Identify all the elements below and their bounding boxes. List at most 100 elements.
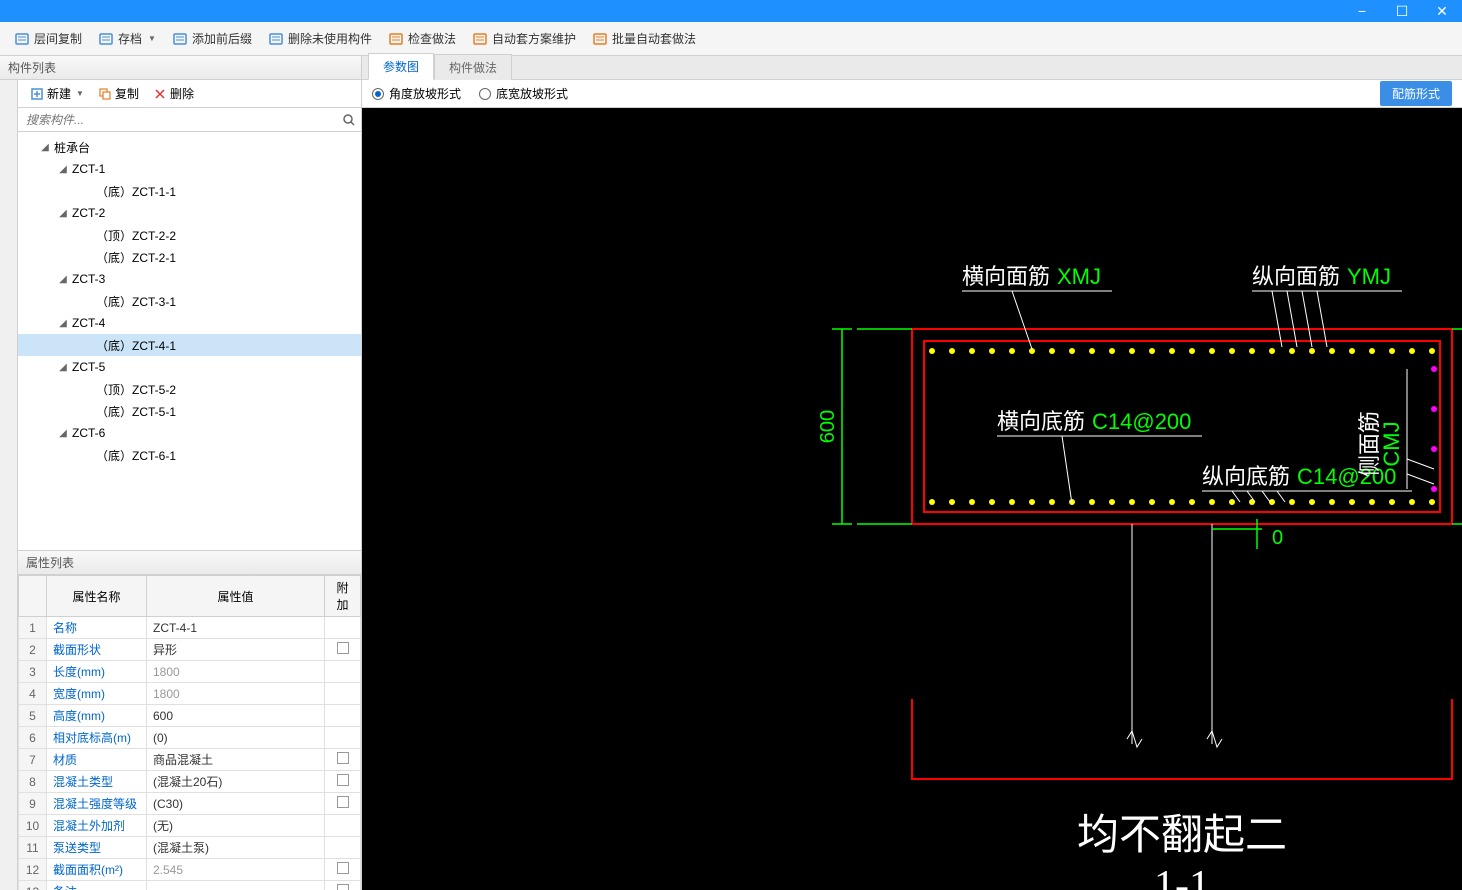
property-value[interactable]: ZCT-4-1	[147, 617, 325, 639]
property-row[interactable]: 12截面面积(m²)2.545	[19, 859, 361, 881]
svg-text:XMJ: XMJ	[1057, 264, 1101, 289]
row-number: 13	[19, 881, 47, 890]
tab-component-method[interactable]: 构件做法	[434, 54, 512, 80]
toolbar-添加前后缀[interactable]: 添加前后缀	[166, 27, 258, 50]
tree-item-（底）ZCT-2-1[interactable]: （底）ZCT-2-1	[18, 246, 361, 268]
svg-text:C14@200: C14@200	[1092, 409, 1191, 434]
property-row[interactable]: 11泵送类型(混凝土泵)	[19, 837, 361, 859]
tree-item-（底）ZCT-4-1[interactable]: （底）ZCT-4-1	[18, 334, 361, 356]
radio-icon	[479, 88, 491, 100]
property-extra	[325, 617, 361, 639]
copy-button[interactable]: 复制	[92, 83, 145, 104]
property-value[interactable]: 异形	[147, 639, 325, 661]
property-value[interactable]: (0)	[147, 727, 325, 749]
property-extra	[325, 815, 361, 837]
svg-text:横向底筋: 横向底筋	[997, 409, 1085, 434]
tree-group-ZCT-5[interactable]: ◢ZCT-5	[18, 356, 361, 378]
property-name: 泵送类型	[47, 837, 147, 859]
checkbox-icon[interactable]	[337, 642, 349, 654]
tree-group-ZCT-4[interactable]: ◢ZCT-4	[18, 312, 361, 334]
checkbox-icon[interactable]	[337, 752, 349, 764]
property-row[interactable]: 10混凝土外加剂(无)	[19, 815, 361, 837]
search-button[interactable]	[337, 108, 361, 131]
property-row[interactable]: 7材质商品混凝土	[19, 749, 361, 771]
property-value[interactable]	[147, 881, 325, 890]
property-row[interactable]: 1名称ZCT-4-1	[19, 617, 361, 639]
toolbar-icon	[98, 31, 114, 47]
tree-item-（底）ZCT-1-1[interactable]: （底）ZCT-1-1	[18, 180, 361, 202]
toolbar-检查做法[interactable]: 检查做法	[382, 27, 462, 50]
tree-item-（顶）ZCT-5-2[interactable]: （顶）ZCT-5-2	[18, 378, 361, 400]
tree-group-ZCT-1[interactable]: ◢ZCT-1	[18, 158, 361, 180]
tree-root[interactable]: ◢桩承台	[18, 136, 361, 158]
property-row[interactable]: 6相对底标高(m)(0)	[19, 727, 361, 749]
checkbox-icon[interactable]	[337, 884, 349, 890]
svg-text:CMJ: CMJ	[1379, 421, 1404, 466]
toolbar-label: 存档	[118, 30, 142, 47]
tree-item-（底）ZCT-5-1[interactable]: （底）ZCT-5-1	[18, 400, 361, 422]
row-number: 4	[19, 683, 47, 705]
search-input[interactable]	[18, 108, 337, 131]
checkbox-icon[interactable]	[337, 774, 349, 786]
svg-text:0: 0	[1272, 527, 1283, 549]
checkbox-icon[interactable]	[337, 862, 349, 874]
tree-item-（底）ZCT-3-1[interactable]: （底）ZCT-3-1	[18, 290, 361, 312]
property-row[interactable]: 9混凝土强度等级(C30)	[19, 793, 361, 815]
row-number: 8	[19, 771, 47, 793]
diagram-area[interactable]: 6000500横向面筋XMJ纵向面筋YMJ横向底筋C14@200纵向底筋C14@…	[362, 108, 1462, 890]
property-value[interactable]: 1800	[147, 661, 325, 683]
new-button[interactable]: 新建 ▼	[24, 83, 90, 104]
tree-item-（顶）ZCT-2-2[interactable]: （顶）ZCT-2-2	[18, 224, 361, 246]
delete-button[interactable]: 删除	[147, 83, 200, 104]
toolbar-自动套方案维护[interactable]: 自动套方案维护	[466, 27, 582, 50]
property-value[interactable]: 2.545	[147, 859, 325, 881]
toolbar-层间复制[interactable]: 层间复制	[8, 27, 88, 50]
property-value[interactable]: (C30)	[147, 793, 325, 815]
search-icon	[342, 113, 356, 127]
tree-toggle-icon: ◢	[56, 362, 70, 373]
tree-label: ZCT-6	[70, 426, 105, 440]
toolbar-存档[interactable]: 存档▼	[92, 27, 162, 50]
row-number: 1	[19, 617, 47, 639]
main-toolbar: 层间复制存档▼添加前后缀删除未使用构件检查做法自动套方案维护批量自动套做法	[0, 22, 1462, 56]
property-value[interactable]: (混凝土20石)	[147, 771, 325, 793]
tree-group-ZCT-2[interactable]: ◢ZCT-2	[18, 202, 361, 224]
tree-label: ZCT-4	[70, 316, 105, 330]
close-button[interactable]: ✕	[1422, 0, 1462, 22]
property-extra	[325, 771, 361, 793]
checkbox-icon[interactable]	[337, 796, 349, 808]
tab-param-diagram[interactable]: 参数图	[368, 53, 434, 80]
tree-label: （底）ZCT-3-1	[94, 293, 176, 310]
radio-width-slope[interactable]: 底宽放坡形式	[479, 85, 568, 102]
toolbar-删除未使用构件[interactable]: 删除未使用构件	[262, 27, 378, 50]
property-value[interactable]: (混凝土泵)	[147, 837, 325, 859]
property-value[interactable]: (无)	[147, 815, 325, 837]
tree-group-ZCT-3[interactable]: ◢ZCT-3	[18, 268, 361, 290]
toolbar-icon	[592, 31, 608, 47]
svg-text:均不翻起二: 均不翻起二	[1077, 813, 1287, 859]
tree-toggle-icon: ◢	[56, 428, 70, 439]
radio-angle-slope[interactable]: 角度放坡形式	[372, 85, 461, 102]
property-value[interactable]: 商品混凝土	[147, 749, 325, 771]
toolbar-icon	[472, 31, 488, 47]
property-extra	[325, 705, 361, 727]
radio-angle-label: 角度放坡形式	[389, 85, 461, 102]
property-name: 混凝土类型	[47, 771, 147, 793]
tree-group-ZCT-6[interactable]: ◢ZCT-6	[18, 422, 361, 444]
minimize-button[interactable]: −	[1342, 0, 1382, 22]
property-value[interactable]: 1800	[147, 683, 325, 705]
rebar-config-button[interactable]: 配筋形式	[1380, 81, 1452, 106]
toolbar-批量自动套做法[interactable]: 批量自动套做法	[586, 27, 702, 50]
property-row[interactable]: 2截面形状异形	[19, 639, 361, 661]
property-row[interactable]: 3长度(mm)1800	[19, 661, 361, 683]
new-icon	[30, 87, 44, 101]
property-value[interactable]: 600	[147, 705, 325, 727]
property-row[interactable]: 13备注	[19, 881, 361, 890]
property-row[interactable]: 8混凝土类型(混凝土20石)	[19, 771, 361, 793]
property-extra	[325, 661, 361, 683]
property-row[interactable]: 4宽度(mm)1800	[19, 683, 361, 705]
maximize-button[interactable]: ☐	[1382, 0, 1422, 22]
tree-item-（底）ZCT-6-1[interactable]: （底）ZCT-6-1	[18, 444, 361, 466]
property-row[interactable]: 5高度(mm)600	[19, 705, 361, 727]
row-num-header	[19, 576, 47, 617]
